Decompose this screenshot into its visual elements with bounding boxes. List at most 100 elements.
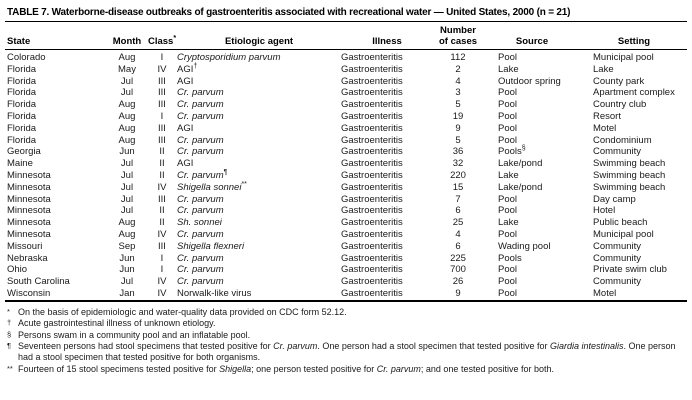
etiologic-agent-text: AGI bbox=[177, 122, 194, 134]
cell-agent: Cr. parvum bbox=[177, 264, 341, 276]
etiologic-agent-text: Cr. parvum bbox=[177, 276, 224, 288]
cell-setting: Lake bbox=[593, 63, 614, 75]
cell-setting: Hotel bbox=[593, 205, 616, 217]
cell-agent: Cr. parvum bbox=[177, 146, 341, 158]
cell-month: Aug bbox=[118, 122, 136, 134]
table-row: Minnesota Jul II Cr. parvum Gastroenteritis 6… bbox=[5, 205, 687, 217]
cell-illness: Gastroenteritis bbox=[341, 287, 403, 299]
table-row: Minnesota Aug IV Cr. parvum Gastroenteritis 4… bbox=[5, 229, 687, 241]
etiologic-agent-text: Cr. parvum bbox=[177, 205, 224, 217]
cell-state: Minnesota bbox=[7, 193, 51, 205]
etiologic-agent-text: Norwalk-like virus bbox=[177, 287, 252, 299]
cell-source: Pool bbox=[498, 276, 518, 288]
cell-month: Jul bbox=[120, 181, 134, 193]
etiologic-agent-text: Cr. parvum bbox=[177, 252, 224, 264]
etiologic-agent-text: Cr. parvum bbox=[177, 264, 224, 276]
cell-setting: Municipal pool bbox=[593, 52, 654, 64]
cell-cases: 9 bbox=[455, 287, 461, 299]
cell-source: Lake bbox=[498, 217, 519, 229]
cell-source: Outdoor spring bbox=[498, 75, 561, 87]
cell-source: Lake bbox=[498, 63, 519, 75]
table-row: Florida Aug I Cr. parvum Gastroenteritis 19 Po… bbox=[5, 111, 687, 123]
table-row: Missouri Sep III Shigella flexneri Gastroent… bbox=[5, 241, 687, 253]
cell-cls: II bbox=[159, 146, 165, 158]
table-row: Colorado Aug I Cryptosporidium parvum Gastro… bbox=[5, 50, 687, 64]
cell-agent: Cr. parvum bbox=[177, 229, 341, 241]
table-row: Georgia Jun II Cr. parvum Gastroenteritis 36 P… bbox=[5, 145, 687, 158]
cell-state: Minnesota bbox=[7, 228, 51, 240]
footnote-text: . One person had a stool specimen that t… bbox=[317, 340, 550, 351]
cell-agent: Cr. parvum bbox=[177, 99, 341, 111]
cell-source: Pool bbox=[498, 193, 518, 205]
etiologic-agent-text: Cryptosporidium parvum bbox=[177, 52, 281, 64]
cell-state: Missouri bbox=[7, 240, 43, 252]
cell-illness: Gastroenteritis bbox=[341, 158, 403, 170]
cell-month: Jul bbox=[120, 193, 134, 205]
cell-setting: Motel bbox=[593, 122, 617, 134]
col-header-source: Source bbox=[483, 22, 581, 51]
table-body: Colorado Aug I Cryptosporidium parvum Gastro… bbox=[5, 50, 687, 301]
footnote: ¶ Seventeen persons had stool specimens t… bbox=[5, 341, 687, 364]
cell-cases: 5 bbox=[455, 99, 461, 111]
cell-state: Colorado bbox=[7, 52, 46, 64]
cell-source: Pool bbox=[498, 287, 518, 299]
cell-state: Wisconsin bbox=[7, 287, 51, 299]
cell-source: Lake bbox=[498, 170, 519, 181]
footnote-marker: ¶ bbox=[223, 168, 228, 176]
cell-source: Wading pool bbox=[498, 240, 551, 252]
cell-illness: Gastroenteritis bbox=[341, 193, 403, 205]
footnote-text-italic: Shigella bbox=[219, 363, 252, 374]
cell-illness: Gastroenteritis bbox=[341, 146, 403, 158]
cell-source: Pool bbox=[498, 205, 518, 217]
cell-state: Minnesota bbox=[7, 170, 51, 181]
footnote-text: Acute gastrointestinal illness of unknow… bbox=[18, 318, 216, 329]
cell-cls: III bbox=[158, 240, 166, 252]
col-header-number-of-cases: Number of cases bbox=[433, 22, 483, 51]
cell-agent: AGI bbox=[177, 123, 341, 135]
cell-state: Florida bbox=[7, 134, 37, 146]
cell-agent: AGI bbox=[177, 158, 341, 170]
cell-cases: 6 bbox=[455, 240, 461, 252]
footnote-marker: § bbox=[7, 329, 12, 339]
cell-month: May bbox=[118, 63, 136, 75]
cell-state: Florida bbox=[7, 111, 37, 123]
cell-cases: 9 bbox=[455, 122, 461, 134]
cell-month: Jul bbox=[120, 87, 134, 99]
cell-agent: Cr. parvum bbox=[177, 253, 341, 265]
cell-cases: 25 bbox=[452, 217, 464, 229]
footnote-text: Persons swam in a community pool and an … bbox=[18, 329, 251, 340]
footnote-text: On the basis of epidemiologic and water-… bbox=[18, 306, 347, 317]
cell-cases: 36 bbox=[452, 146, 464, 158]
outbreaks-table: State Month Class* Etiologic agent Illne… bbox=[5, 22, 687, 302]
cell-illness: Gastroenteritis bbox=[341, 276, 403, 288]
cell-illness: Gastroenteritis bbox=[341, 63, 403, 75]
cell-agent: Norwalk-like virus bbox=[177, 288, 341, 301]
footnote-text: Fourteen of 15 stool specimens tested po… bbox=[18, 363, 220, 374]
cell-cls: II bbox=[159, 205, 165, 217]
cell-agent: Cr. parvum bbox=[177, 135, 341, 147]
cell-cls: IV bbox=[157, 287, 167, 299]
etiologic-agent-text: Sh. sonnei bbox=[177, 217, 222, 229]
footnote-text-italic: Cr. parvum bbox=[273, 340, 318, 351]
footnote: § Persons swam in a community pool and an… bbox=[5, 330, 687, 341]
table-row: Minnesota Aug II Sh. sonnei Gastroenteritis 2… bbox=[5, 217, 687, 229]
footnote: † Acute gastrointestinal illness of unkno… bbox=[5, 318, 687, 329]
col-header-number-line2: of cases bbox=[438, 36, 478, 48]
cell-month: Aug bbox=[118, 217, 136, 229]
cell-source: Pool bbox=[498, 52, 518, 64]
cell-cases: 112 bbox=[450, 52, 466, 64]
cell-cls: I bbox=[160, 252, 164, 264]
cell-source: Pool bbox=[498, 87, 518, 99]
cell-illness: Gastroenteritis bbox=[341, 181, 403, 193]
cell-cases: 220 bbox=[450, 170, 466, 181]
cell-month: Jun bbox=[119, 146, 135, 158]
footnote-text: Seventeen persons had stool specimens th… bbox=[18, 340, 274, 351]
cell-cases: 15 bbox=[452, 181, 464, 193]
cell-cls: IV bbox=[157, 228, 167, 240]
footnote-marker: ¶ bbox=[7, 340, 12, 350]
document-page: TABLE 7. Waterborne-disease outbreaks of… bbox=[5, 7, 687, 374]
cell-illness: Gastroenteritis bbox=[341, 170, 403, 181]
cell-month: Sep bbox=[118, 240, 136, 252]
etiologic-agent-text: Shigella sonnei bbox=[177, 181, 242, 193]
cell-state: Minnesota bbox=[7, 217, 51, 229]
